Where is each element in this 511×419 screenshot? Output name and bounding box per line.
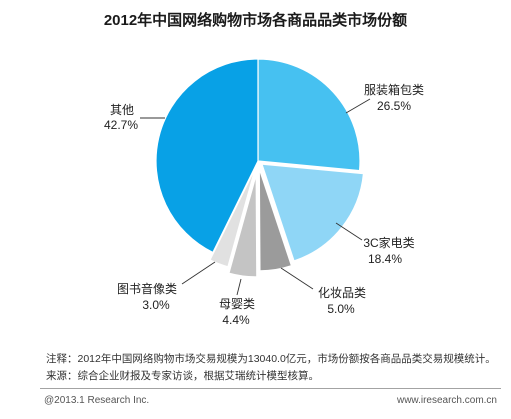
slice-value-label: 4.4% xyxy=(222,313,250,327)
slice-value-label: 42.7% xyxy=(104,118,138,132)
slice-labels: 服装箱包类 26.5% 3C家电类 18.4% 化妆品类 5.0% 母婴类 4.4% 图书音像类… xyxy=(104,82,424,327)
leader-line-3c-appliances xyxy=(335,222,363,241)
footer-divider xyxy=(40,388,501,389)
slice-category-label: 其他 xyxy=(110,103,134,117)
pie-slice-books-media xyxy=(209,168,256,268)
pie-slice-mother-baby xyxy=(228,174,258,278)
slice-category-label: 母婴类 xyxy=(219,297,255,311)
leader-line-clothing-bags xyxy=(345,98,371,114)
pie-slice-clothing-bags xyxy=(257,58,361,172)
website-link[interactable]: www.iresearch.com.cn xyxy=(396,395,497,406)
slice-value-label: 26.5% xyxy=(377,99,411,113)
slice-value-label: 3.0% xyxy=(142,298,170,312)
chart-note: 注释：2012年中国网络购物市场交易规模为13040.0亿元，市场份额按各商品品… xyxy=(46,353,496,365)
leader-line-books-media xyxy=(181,261,216,285)
slice-category-label: 服装箱包类 xyxy=(364,82,424,97)
leader-line-mother-baby xyxy=(236,278,242,296)
slice-category-label: 化妆品类 xyxy=(318,286,366,300)
slice-value-label: 5.0% xyxy=(327,302,355,316)
pie-slice-cosmetics xyxy=(258,168,293,272)
slice-category-label: 图书音像类 xyxy=(117,281,177,296)
leader-line-cosmetics xyxy=(280,267,314,290)
chart-title: 2012年中国网络购物市场各商品品类市场份额 xyxy=(103,12,408,29)
slice-category-label: 3C家电类 xyxy=(363,235,414,250)
pie-slices xyxy=(155,58,365,278)
slice-value-label: 18.4% xyxy=(368,252,402,266)
leader-lines xyxy=(140,98,371,296)
pie-chart: 服装箱包类 26.5% 3C家电类 18.4% 化妆品类 5.0% 母婴类 4.4% 图书音像类… xyxy=(104,58,424,327)
pie-slice-3c-appliances xyxy=(261,163,365,262)
chart-source: 来源：综合企业财报及专家访谈，根据艾瑞统计模型核算。 xyxy=(46,370,319,382)
copyright-text: @2013.1 Research Inc. xyxy=(44,395,150,406)
pie-slice-other xyxy=(155,58,259,254)
